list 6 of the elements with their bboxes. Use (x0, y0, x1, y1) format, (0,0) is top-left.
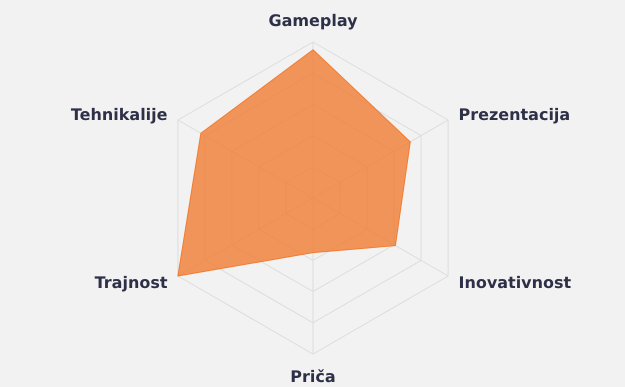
spoke-label: Prezentacija (458, 105, 570, 124)
spoke-label: Inovativnost (458, 273, 572, 292)
spoke-label: Priča (290, 367, 336, 386)
spoke-label: Gameplay (268, 11, 358, 30)
spoke-label: Tehnikalije (70, 105, 168, 124)
spoke-label: Trajnost (94, 273, 168, 292)
